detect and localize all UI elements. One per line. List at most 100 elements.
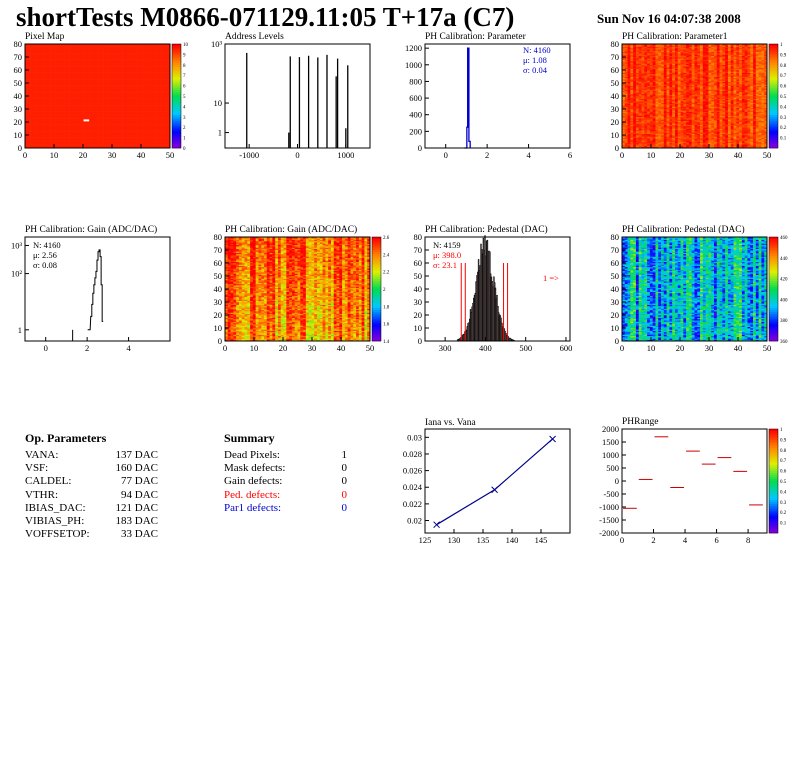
heatmap-cell <box>108 49 112 51</box>
heatmap-cell <box>33 73 37 76</box>
heatmap-cell <box>72 97 76 99</box>
heatmap-cell <box>635 120 640 123</box>
heatmap-cell <box>125 105 129 107</box>
heatmap-cell <box>80 131 84 133</box>
heatmap-cell <box>44 84 48 86</box>
heatmap-cell <box>638 136 642 138</box>
heatmap-cell <box>69 64 73 67</box>
heatmap-cell <box>69 106 73 108</box>
heatmap-cell <box>622 116 626 119</box>
heatmap-cell <box>105 53 109 55</box>
heatmap-cell <box>638 145 642 147</box>
heatmap-cell <box>25 44 29 46</box>
heatmap-cell <box>144 84 148 86</box>
heatmap-cell <box>77 136 82 138</box>
heatmap-cell <box>161 131 165 133</box>
heatmap-cell <box>108 125 112 128</box>
heatmap-cell <box>89 80 93 82</box>
heatmap-cell <box>644 109 648 111</box>
heatmap-cell <box>97 76 101 79</box>
heatmap-cell <box>83 141 87 144</box>
heatmap-cell <box>111 114 115 116</box>
heatmap-cell <box>27 51 31 54</box>
heatmap-cell <box>624 93 628 95</box>
heatmap-cell <box>630 73 634 76</box>
heatmap-cell <box>58 122 62 124</box>
heatmap-cell <box>75 109 79 111</box>
heatmap-cell <box>108 92 112 94</box>
heatmap-cell <box>38 106 43 108</box>
heatmap-cell <box>91 46 96 49</box>
heatmap-cell <box>80 124 84 127</box>
heatmap-cell <box>83 68 87 71</box>
heatmap-cell <box>117 81 121 84</box>
heatmap-cell <box>114 106 118 108</box>
heatmap-cell <box>622 97 626 99</box>
heatmap-cell <box>161 129 165 132</box>
heatmap-cell <box>97 71 101 73</box>
heatmap-cell <box>133 96 137 98</box>
heatmap-cell <box>103 50 107 53</box>
heatmap-cell <box>41 110 45 112</box>
heatmap-cell <box>58 140 62 142</box>
heatmap-cell <box>638 119 642 121</box>
heatmap-cell <box>89 98 93 101</box>
heatmap-cell <box>128 46 132 49</box>
heatmap-cell <box>25 125 29 128</box>
heatmap-cell <box>119 94 123 97</box>
heatmap-cell <box>130 60 135 63</box>
heatmap-cell <box>167 115 171 118</box>
heatmap-cell <box>130 71 135 73</box>
heatmap-cell <box>133 110 137 112</box>
heatmap-cell <box>133 119 137 121</box>
heatmap-cell <box>75 94 79 97</box>
heatmap-cell <box>122 99 126 102</box>
heatmap-cell <box>105 123 109 125</box>
heatmap-cell <box>147 144 151 146</box>
heatmap-cell <box>91 86 96 89</box>
heatmap-cell <box>69 122 73 124</box>
heatmap-cell <box>128 109 132 111</box>
heatmap-cell <box>630 107 634 110</box>
heatmap-cell <box>122 57 126 59</box>
heatmap-cell <box>153 50 157 53</box>
heatmap-cell <box>30 120 34 123</box>
heatmap-cell <box>33 115 37 118</box>
heatmap-cell <box>624 122 628 124</box>
heatmap-cell <box>111 145 115 147</box>
heatmap-cell <box>624 77 628 80</box>
heatmap-cell <box>139 93 143 95</box>
heatmap-cell <box>122 103 126 106</box>
heatmap-cell <box>144 60 148 63</box>
heatmap-cell <box>83 144 87 146</box>
heatmap-cell <box>147 62 151 64</box>
heatmap-cell <box>114 131 118 133</box>
heatmap-cell <box>52 67 56 69</box>
heatmap-cell <box>153 116 157 119</box>
heatmap-cell <box>117 45 121 47</box>
heatmap-cell <box>72 76 76 79</box>
heatmap-cell <box>136 99 140 102</box>
heatmap-cell <box>97 98 101 101</box>
heatmap-cell <box>635 75 640 77</box>
heatmap-cell <box>635 138 640 141</box>
heatmap-cell <box>105 51 109 54</box>
heatmap-cell <box>91 140 96 142</box>
heatmap-cell <box>97 138 101 141</box>
color-scale-label: 0 <box>183 147 186 152</box>
heatmap-cell <box>633 127 637 129</box>
heatmap-cell <box>117 131 121 133</box>
heatmap-cell <box>47 85 51 88</box>
heatmap-cell <box>36 125 40 128</box>
heatmap-cell <box>128 64 132 67</box>
heatmap-cell <box>72 72 76 75</box>
heatmap-cell <box>41 71 45 73</box>
heatmap-cell <box>622 106 626 108</box>
heatmap-cell <box>105 90 109 93</box>
heatmap-cell <box>156 107 160 110</box>
heatmap-cell <box>122 125 126 128</box>
heatmap-cell <box>94 128 98 131</box>
heatmap-cell <box>139 138 143 141</box>
heatmap-cell <box>136 137 140 140</box>
heatmap-cell <box>50 120 54 123</box>
